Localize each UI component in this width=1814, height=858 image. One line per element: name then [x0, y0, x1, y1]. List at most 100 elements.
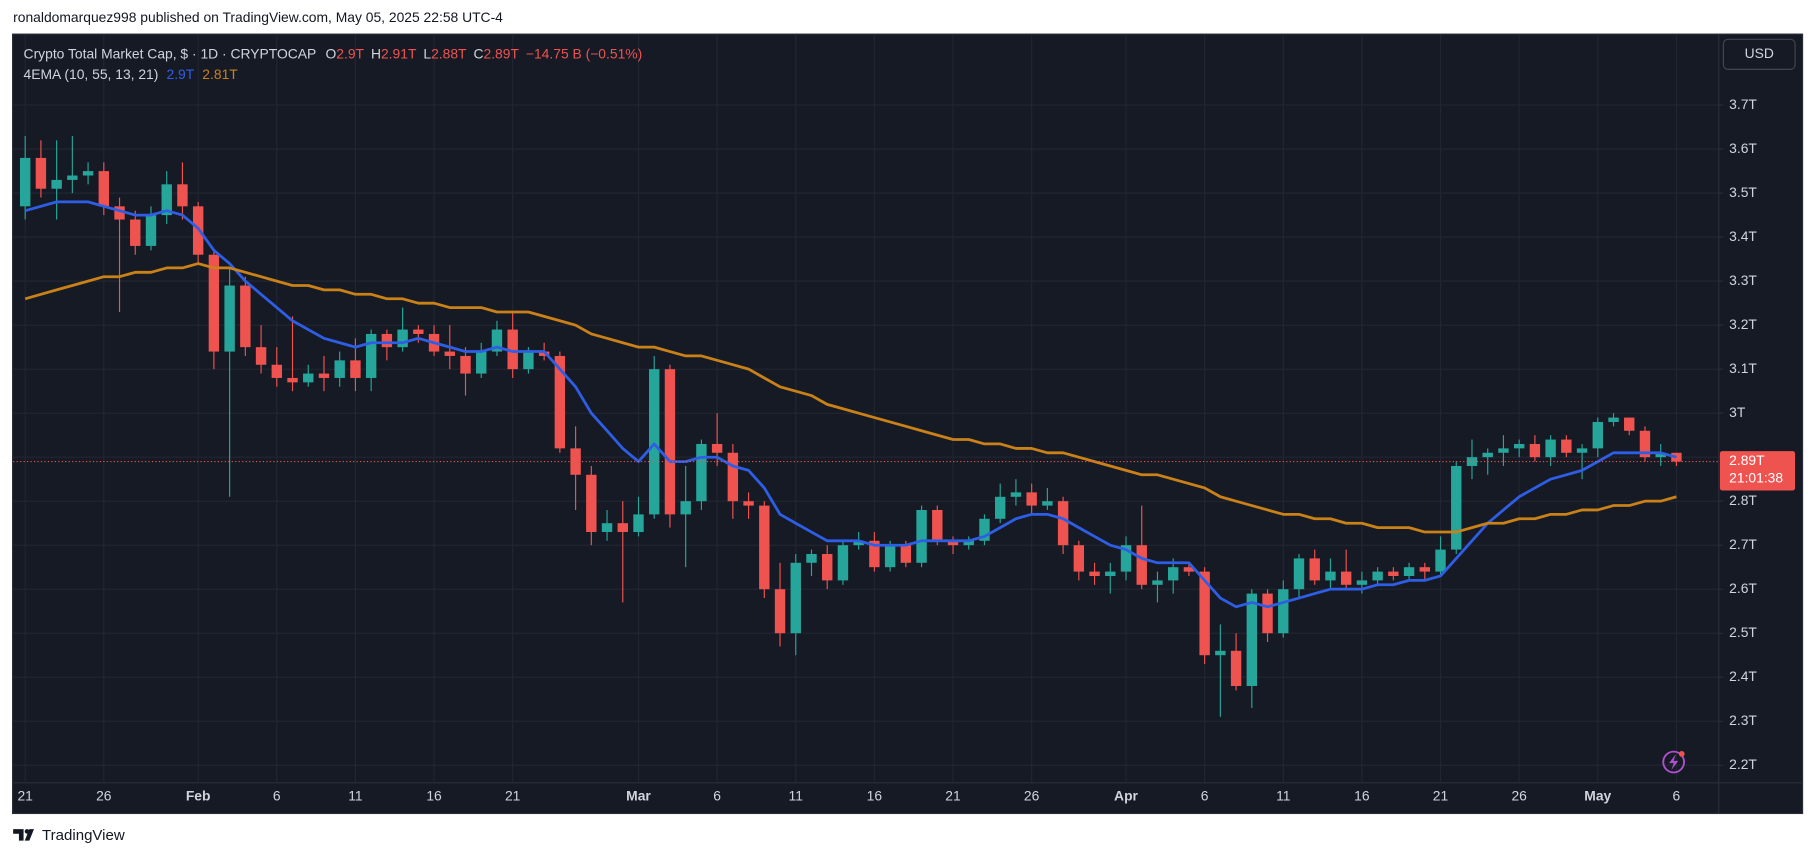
ohlc-value: 2.88T: [431, 45, 467, 61]
candle-body: [161, 184, 172, 216]
candle-body: [365, 333, 377, 378]
y-tick-label: 2.8T: [1729, 492, 1757, 508]
candle-body: [538, 351, 550, 356]
y-tick-label: 3.7T: [1729, 96, 1757, 112]
ohlc-key: O: [325, 45, 336, 61]
indicator-title: 4EMA (10, 55, 13, 21): [24, 66, 159, 82]
candle-body: [900, 545, 912, 563]
ohlc-value: 2.91T: [381, 45, 417, 61]
logo-dot[interactable]: [24, 829, 30, 834]
candle-body: [303, 373, 314, 383]
alert-circle[interactable]: [1662, 750, 1685, 774]
indicator-value: 2.81T: [202, 66, 238, 82]
y-tick-label: 2.2T: [1729, 756, 1757, 772]
legend: Crypto Total Market Cap, $ · 1D · CRYPTO…: [24, 45, 643, 82]
x-tick-label: 21: [17, 787, 33, 803]
brand[interactable]: TradingView: [42, 827, 125, 844]
y-tick-label: 2.5T: [1729, 624, 1757, 640]
candle-body: [916, 509, 927, 563]
ema-line: [24, 262, 1677, 534]
candle-body: [1340, 571, 1352, 585]
candle-body: [460, 355, 471, 374]
candle-body: [1466, 457, 1478, 466]
x-tick-label: 16: [1354, 787, 1370, 803]
currency-label[interactable]: USD: [1745, 45, 1774, 61]
x-tick-label: 26: [1024, 787, 1040, 803]
alert-dot[interactable]: [1678, 751, 1685, 757]
y-tick-label: 3.6T: [1729, 140, 1757, 156]
candle-body: [491, 329, 503, 352]
candle-body: [1356, 580, 1368, 585]
candle-body: [1655, 452, 1666, 458]
candle-body: [35, 157, 47, 189]
x-tick-label: 11: [348, 787, 363, 803]
candle-body: [586, 474, 597, 532]
candle-body: [1167, 567, 1179, 581]
candle-body: [1120, 545, 1132, 572]
indicator-row: 4EMA (10, 55, 13, 21) 2.9T 2.81T: [24, 66, 239, 82]
candle-body: [1057, 501, 1069, 546]
plot: [13, 135, 1719, 717]
candle-body: [507, 329, 518, 370]
change: −14.75 B (−0.51%): [526, 45, 642, 61]
candle-body: [208, 254, 220, 352]
candle-body: [98, 171, 110, 207]
y-tick-label: 2.7T: [1729, 536, 1757, 552]
candle-body: [271, 364, 283, 378]
candle-body: [1278, 589, 1289, 634]
candle-body: [759, 505, 770, 590]
candle-body: [1215, 650, 1226, 656]
alert-icon[interactable]: [1662, 750, 1685, 774]
candle-body: [444, 351, 455, 356]
y-tick-label: 3.4T: [1729, 228, 1757, 244]
y-tick-label: 3.3T: [1729, 272, 1757, 288]
candle-body: [837, 545, 849, 581]
candle-body: [397, 329, 408, 348]
candle-body: [994, 496, 1006, 519]
candle-body: [1293, 558, 1305, 590]
candle-body: [1262, 593, 1273, 634]
ohlc-value: 2.9T: [336, 45, 364, 61]
candle-body: [1010, 492, 1022, 497]
y-tick-label: 3T: [1729, 404, 1746, 420]
candle-body: [255, 347, 267, 365]
x-tick-label: 26: [96, 787, 112, 803]
candle-body: [381, 333, 393, 348]
candle-body: [853, 540, 864, 546]
candle-body: [1309, 558, 1320, 581]
last-price-label: 2.89T: [1729, 452, 1765, 468]
candle-body: [240, 285, 251, 348]
candle-body: [1105, 571, 1116, 576]
x-tick-label: Mar: [626, 787, 651, 803]
candle-body: [1608, 417, 1619, 422]
candle-body: [979, 518, 990, 541]
candle-body: [822, 553, 833, 581]
candle-body: [1545, 439, 1556, 458]
candle-body: [743, 501, 754, 506]
y-tick-label: 3.5T: [1729, 184, 1757, 200]
candle-body: [1183, 567, 1195, 572]
brand-logo[interactable]: [13, 829, 34, 841]
x-tick-label: 11: [1276, 787, 1291, 803]
indicator-value: 2.9T: [166, 66, 194, 82]
candle-body: [1529, 443, 1541, 458]
candle-body: [806, 553, 817, 563]
candle-body: [19, 157, 31, 207]
series-title: Crypto Total Market Cap, $ · 1D · CRYPTO…: [24, 45, 317, 61]
currency-button[interactable]: [1722, 38, 1796, 70]
candle-body: [1482, 452, 1493, 458]
candle-body: [633, 514, 644, 532]
legend-row: Crypto Total Market Cap, $ · 1D · CRYPTO…: [24, 45, 643, 61]
ohlc-key: L: [423, 45, 431, 61]
x-tick-label: 26: [1511, 787, 1527, 803]
candle-body: [350, 360, 361, 378]
alert-bolt[interactable]: [1669, 753, 1679, 771]
candle-body: [711, 443, 723, 453]
candle-body: [884, 545, 896, 568]
candle-body: [318, 373, 330, 378]
candle-body: [1435, 549, 1446, 572]
candle-body: [224, 285, 235, 352]
candle-body: [790, 562, 801, 634]
candle-body: [1199, 571, 1210, 656]
